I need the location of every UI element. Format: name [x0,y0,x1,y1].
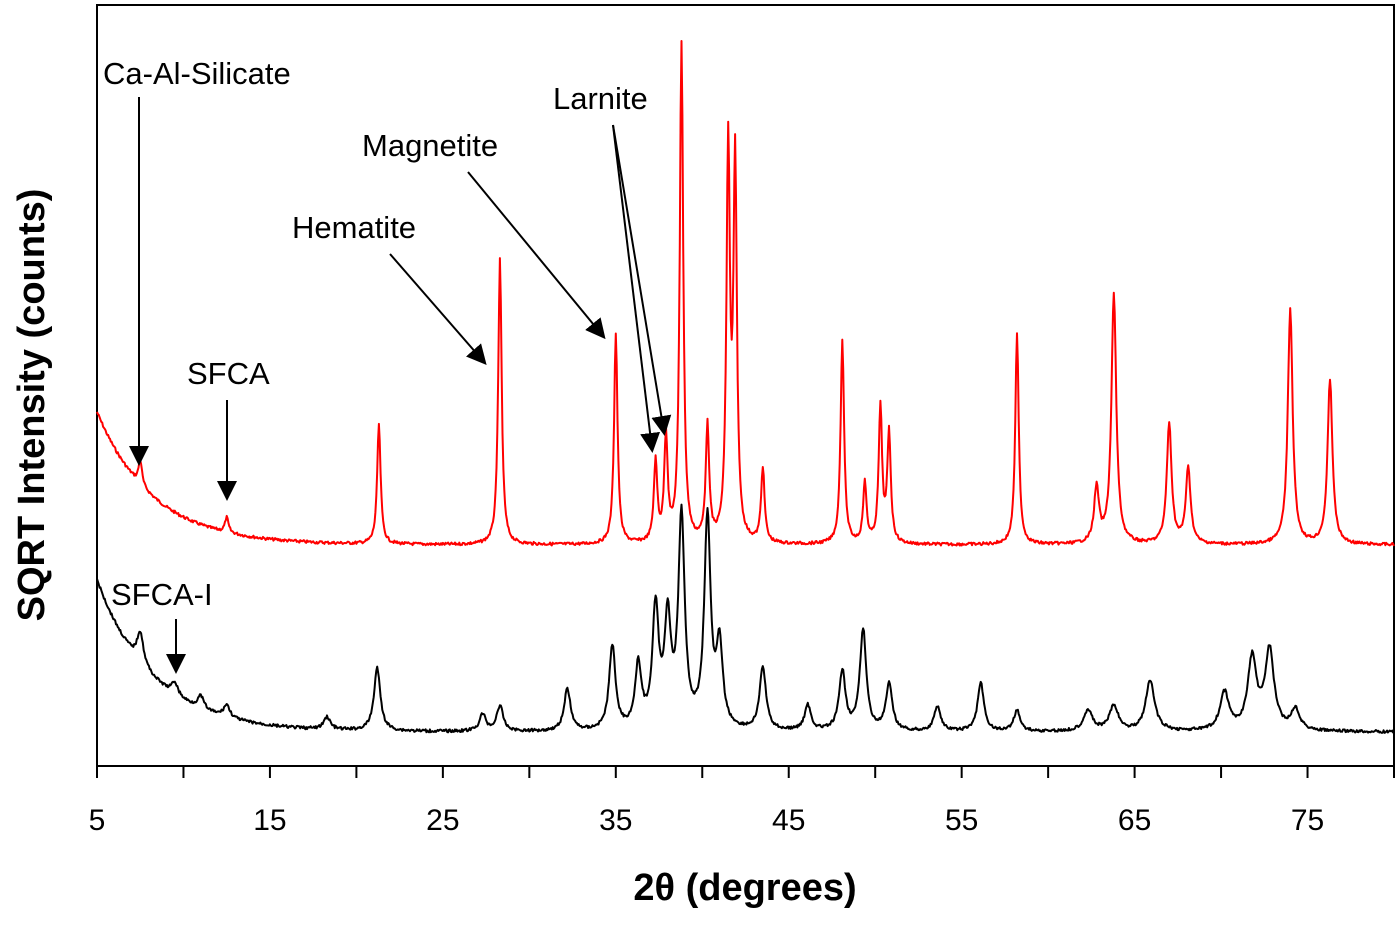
y-axis-title: SQRT Intensity (counts) [11,189,53,622]
x-tick-label: 25 [426,804,459,837]
x-axis-title: 2θ (degrees) [633,867,856,909]
x-tick-label: 45 [772,804,805,837]
annotation-sfca: SFCA [187,356,270,391]
x-tick-label: 15 [253,804,286,837]
annotation-ca-al-silicate: Ca-Al-Silicate [103,56,291,91]
x-tick-label: 65 [1118,804,1151,837]
arrow-larnite-1 [612,124,661,453]
x-tick-label: 5 [89,804,106,837]
arrow-larnite-2 [612,124,672,436]
x-tick-label: 75 [1291,804,1324,837]
arrow-magnetite [467,171,606,340]
x-tick-label: 35 [599,804,632,837]
annotation-magnetite: Magnetite [362,128,498,163]
x-axis-ticks [96,766,1395,778]
series-black-pattern [96,503,1395,734]
x-tick-label: 55 [945,804,978,837]
arrow-hematite [389,253,487,366]
x-axis-tick-labels: 5 15 25 35 45 55 65 75 [89,804,1325,837]
annotation-larnite: Larnite [553,81,648,116]
annotation-hematite: Hematite [292,210,416,245]
plot-frame [96,4,1395,767]
series-red-pattern [96,40,1395,547]
annotation-sfca-i: SFCA-I [111,577,213,612]
